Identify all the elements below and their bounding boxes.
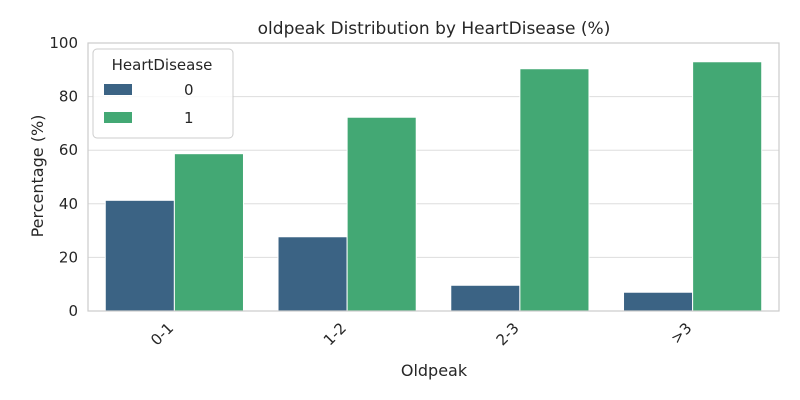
y-axis-label: Percentage (%) (28, 115, 47, 238)
x-axis-label: Oldpeak (401, 361, 468, 380)
y-tick-label: 20 (59, 248, 78, 266)
y-tick-label: 0 (68, 302, 78, 320)
x-tick-label: >3 (667, 319, 695, 347)
y-tick-label: 80 (59, 88, 78, 106)
legend-label: 0 (184, 81, 194, 99)
x-tick-label: 1-2 (320, 319, 350, 349)
legend-label: 1 (184, 109, 194, 127)
x-tick-label: 0-1 (147, 319, 177, 349)
y-tick-label: 100 (49, 34, 78, 52)
bar-series-0 (623, 291, 694, 312)
bar-series-0 (450, 284, 521, 312)
legend-swatch (104, 112, 132, 123)
bar-series-1 (346, 116, 417, 312)
x-tick-labels: 0-1 1-2 2-3 >3 (147, 319, 695, 349)
bar-series-1 (692, 61, 763, 312)
legend: HeartDisease 0 1 (92, 48, 234, 139)
bars (104, 61, 763, 312)
legend-title: HeartDisease (112, 56, 213, 74)
bar-series-1 (519, 68, 590, 312)
plot-frame (87, 42, 780, 312)
bar-series-1 (173, 153, 244, 312)
x-tick-label: 2-3 (493, 319, 523, 349)
y-tick-label: 60 (59, 141, 78, 159)
bar-series-0 (104, 199, 175, 312)
bar-series-0 (277, 236, 348, 312)
legend-swatch (104, 84, 132, 95)
y-tick-label: 40 (59, 195, 78, 213)
y-tick-labels: 0 20 40 60 80 100 (49, 34, 78, 320)
chart-title: oldpeak Distribution by HeartDisease (%) (258, 19, 611, 39)
